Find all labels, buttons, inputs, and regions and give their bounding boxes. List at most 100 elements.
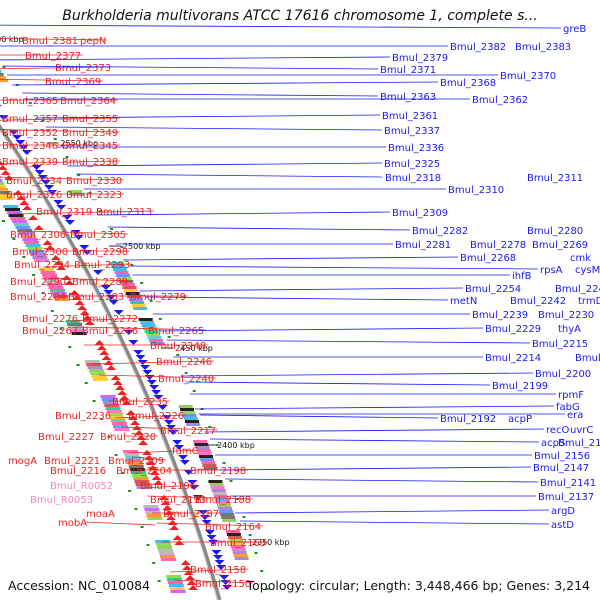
feature-block [70, 329, 86, 332]
feature-block [167, 581, 183, 584]
tick-mark [157, 580, 161, 582]
label-leader-line [121, 426, 218, 431]
reverse-gene-arrow [133, 350, 144, 355]
feature-block [131, 304, 146, 307]
feature-block [65, 320, 81, 323]
reverse-gene-arrow [21, 150, 32, 155]
feature-block [101, 398, 117, 401]
tick-mark [222, 462, 226, 464]
tick-mark [77, 174, 81, 176]
feature-block [100, 395, 116, 398]
reverse-gene-arrow [174, 445, 185, 450]
tick-mark [140, 526, 144, 528]
forward-gene-arrow [121, 400, 132, 405]
forward-gene-arrow [84, 320, 95, 325]
feature-block [68, 190, 83, 193]
topology-summary: Topology: circular; Length: 3,448,466 bp… [246, 578, 590, 593]
label-leader-line [12, 81, 439, 86]
gene-label: Bmul_2365 [2, 96, 58, 107]
gene-label: Bmul_2300 [12, 247, 68, 258]
reverse-strand-genes [0, 105, 233, 590]
tick-mark [99, 210, 103, 212]
forward-gene-arrow [33, 225, 44, 230]
feature-block [156, 543, 172, 546]
feature-block [160, 555, 175, 558]
label-leader-line [76, 326, 206, 331]
feature-block [146, 514, 162, 517]
tick-mark [100, 418, 104, 420]
feature-block [135, 483, 151, 486]
label-leader-line [139, 287, 464, 292]
gene-label: metN [450, 296, 477, 307]
gene-label: Bmul_2313 [96, 207, 152, 218]
feature-block [124, 289, 138, 292]
feature-block [146, 333, 161, 336]
kbp-label: 2600 kbp [0, 35, 24, 44]
tick-mark [152, 562, 156, 564]
feature-block [181, 411, 196, 414]
tick-mark [260, 570, 264, 572]
tick-mark [121, 472, 125, 474]
gene-label: Bmul_2193 [150, 495, 206, 506]
forward-gene-arrow [110, 375, 121, 380]
feature-block [0, 179, 3, 182]
gene-label: Bmul_2220 [100, 432, 156, 443]
kbp-label: 2500 kbp [123, 242, 161, 251]
feature-block [125, 456, 141, 459]
gene-label: Bmul_2242 [510, 296, 566, 307]
gene-label: Bmul_2373 [55, 63, 111, 74]
feature-block [220, 513, 235, 516]
label-leader-line [142, 484, 198, 489]
reverse-gene-arrow [12, 135, 23, 140]
gene-label: Bmul_2283 [68, 292, 124, 303]
feature-block [106, 410, 122, 413]
feature-block [48, 286, 64, 289]
gene-label: Bmul_2200 [535, 369, 591, 380]
feature-block [199, 455, 213, 458]
reverse-gene-arrow [204, 530, 215, 535]
gene-label: Bmul_2254 [465, 284, 521, 295]
reverse-gene-arrow [62, 215, 73, 220]
gene-label: thyA [558, 324, 581, 335]
reverse-gene-arrow [172, 440, 183, 445]
feature-block [132, 474, 148, 477]
gene-label: Bmul_2369 [45, 77, 101, 88]
gene-label: Bmul_2188 [195, 495, 251, 506]
gene-label: Bmul_2246 [156, 357, 212, 368]
feature-block [27, 247, 43, 250]
reverse-gene-arrow [144, 375, 155, 380]
label-leader-line [70, 317, 140, 322]
feature-block [45, 280, 61, 283]
gene-label: Bmul_2336 [388, 143, 444, 154]
feature-block [24, 241, 40, 244]
feature-block [8, 214, 24, 217]
reverse-gene-arrow [37, 175, 48, 180]
feature-block [32, 256, 48, 259]
feature-block [109, 416, 125, 419]
label-leader-line [170, 568, 248, 573]
feature-block [84, 360, 100, 363]
gene-label: argD [551, 506, 575, 517]
gene-label: Bmul_2217 [160, 426, 216, 437]
tick-mark [110, 228, 113, 230]
forward-gene-arrow [77, 305, 88, 310]
gene-label: Bmul_2239 [472, 310, 528, 321]
feature-block [216, 501, 230, 504]
feature-block [5, 208, 20, 211]
reverse-gene-arrow [34, 170, 45, 175]
feature-block [194, 443, 209, 446]
chromosome-backbone-arc [0, 123, 222, 600]
forward-gene-arrow [0, 170, 11, 175]
feature-block [219, 510, 234, 513]
feature-block [124, 453, 140, 456]
gene-label: Bmul_2370 [500, 71, 556, 82]
forward-gene-arrow [119, 395, 130, 400]
feature-block [128, 298, 143, 301]
feature-block [226, 533, 241, 536]
gene-label: Bmul_2229 [485, 324, 541, 335]
tick-mark [130, 264, 134, 266]
label-leader-line [132, 456, 166, 461]
feature-block [134, 480, 150, 483]
forward-gene-arrow [164, 510, 175, 515]
